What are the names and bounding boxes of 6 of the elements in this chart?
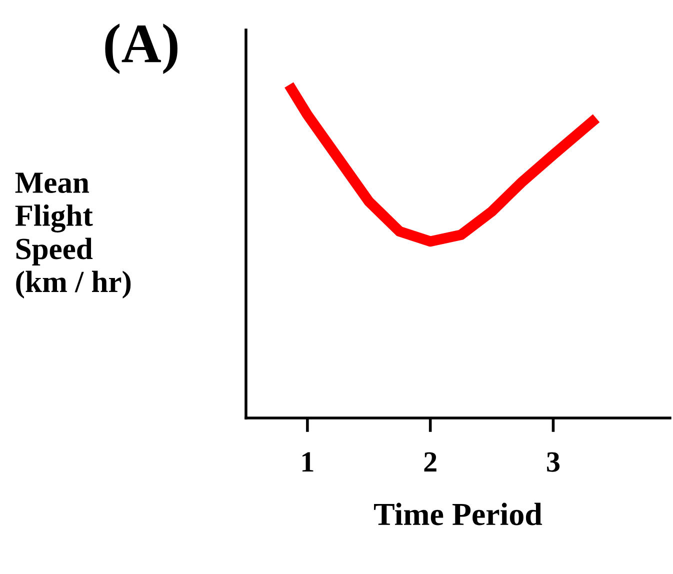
x-axis-title: Time Period <box>374 502 542 526</box>
chart-title: (A) <box>105 24 178 74</box>
y-axis-title: Mean Flight Speed (km / hr) <box>15 172 131 298</box>
x-tick-label: 3 <box>547 452 560 472</box>
x-tick-label: 2 <box>424 452 436 472</box>
x-tick-label: 1 <box>302 452 314 472</box>
